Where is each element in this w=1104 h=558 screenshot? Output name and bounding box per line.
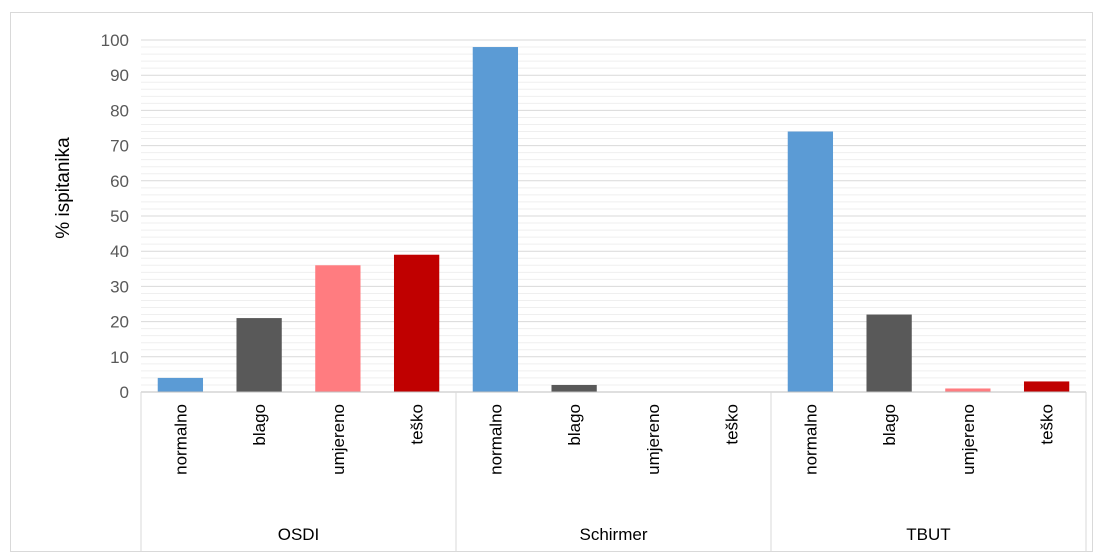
category-label: umjereno (644, 404, 663, 475)
bar (315, 265, 361, 392)
y-tick-label: 20 (110, 313, 129, 332)
group-label: Schirmer (579, 525, 647, 544)
category-label: normalno (801, 404, 820, 475)
category-label: teško (723, 404, 742, 445)
bar (866, 314, 912, 392)
y-tick-label: 70 (110, 137, 129, 156)
bar (945, 388, 991, 392)
y-tick-label: 10 (110, 348, 129, 367)
category-label: blago (250, 404, 269, 446)
y-tick-label: 30 (110, 277, 129, 296)
category-label: umjereno (959, 404, 978, 475)
bar (393, 254, 440, 392)
bar (787, 131, 834, 392)
group-label: OSDI (278, 525, 320, 544)
group-label: TBUT (906, 525, 950, 544)
category-label: umjereno (329, 404, 348, 475)
y-tick-label: 60 (110, 172, 129, 191)
category-label: teško (1038, 404, 1057, 445)
y-tick-label: 0 (120, 383, 129, 402)
category-label: normalno (486, 404, 505, 475)
chart-frame (10, 12, 1093, 552)
bar (551, 384, 597, 392)
bar (1023, 381, 1070, 392)
y-tick-label: 80 (110, 101, 129, 120)
category-label: blago (565, 404, 584, 446)
category-label: blago (880, 404, 899, 446)
y-tick-label: 100 (101, 31, 129, 50)
y-tick-label: 90 (110, 66, 129, 85)
category-label: teško (408, 404, 427, 445)
bar (472, 47, 519, 392)
y-tick-label: 40 (110, 242, 129, 261)
bar (236, 318, 282, 392)
category-label: normalno (171, 404, 190, 475)
y-tick-label: 50 (110, 207, 129, 226)
bar (157, 377, 204, 392)
y-axis-label: % ispitanika (53, 137, 74, 239)
